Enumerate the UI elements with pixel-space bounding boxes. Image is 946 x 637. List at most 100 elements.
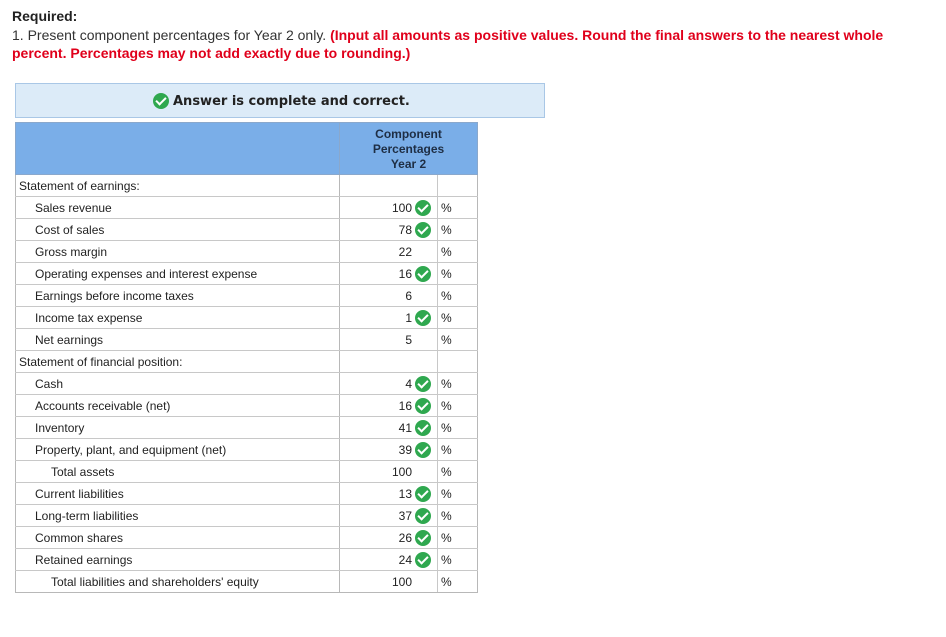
percent-sign: % [437, 438, 478, 461]
value-wrap: 100 [392, 574, 431, 590]
check-circle-icon [415, 419, 431, 436]
percentage-value: 16 [398, 398, 412, 413]
percent-sign: % [437, 218, 478, 241]
table-header-row: Component Percentages Year 2 [15, 122, 478, 175]
percent-sign: % [437, 460, 478, 483]
row-label: Income tax expense [15, 306, 340, 329]
percentage-value: 16 [398, 266, 412, 281]
percent-sign: % [437, 504, 478, 527]
check-circle-icon [415, 375, 431, 392]
column-header-line: Percentages [372, 142, 445, 156]
table-row: Operating expenses and interest expense 1… [15, 262, 478, 285]
value-wrap: 37 [398, 507, 431, 524]
table-row: Retained earnings 24% [15, 548, 478, 571]
percentage-value: 5 [405, 332, 412, 347]
percentage-value: 78 [398, 222, 412, 237]
percentage-value: 100 [391, 464, 412, 479]
percentage-input[interactable]: 16 [339, 394, 438, 417]
percentage-input[interactable]: 100 [339, 460, 438, 483]
value-wrap: 6 [405, 288, 431, 304]
percentage-input[interactable]: 6 [339, 284, 438, 307]
percentage-input[interactable]: 4 [339, 372, 438, 395]
table-row: Inventory 41% [15, 416, 478, 439]
row-label: Inventory [15, 416, 340, 439]
no-check-spacer [415, 244, 431, 260]
value-wrap: 13 [399, 485, 431, 502]
percentage-input[interactable]: 16 [339, 262, 438, 285]
percent-sign: % [437, 240, 478, 263]
value-wrap: 24 [398, 551, 431, 568]
percent-sign: % [437, 328, 478, 351]
row-label: Statement of financial position: [15, 350, 340, 373]
percentage-value: 4 [405, 376, 412, 391]
check-circle-icon [415, 529, 431, 546]
check-circle-icon [415, 265, 431, 282]
percentage-value: 100 [391, 200, 412, 215]
required-heading: Required: [12, 8, 78, 24]
percentage-value: 41 [398, 420, 412, 435]
answer-status-text: Answer is complete and correct. [173, 93, 410, 109]
table-row: Common shares 26% [15, 526, 478, 549]
empty-cell [339, 350, 438, 373]
column-header-year-2: Component Percentages Year 2 [339, 122, 478, 175]
percentage-input[interactable]: 39 [339, 438, 438, 461]
percentage-input[interactable]: 100 [339, 570, 438, 593]
row-label: Common shares [15, 526, 340, 549]
row-label: Accounts receivable (net) [15, 394, 340, 417]
no-check-spacer [415, 288, 431, 304]
table-row: Statement of earnings: [15, 174, 478, 197]
table-row: Earnings before income taxes 6% [15, 284, 478, 307]
percentage-input[interactable]: 41 [339, 416, 438, 439]
percent-sign: % [437, 570, 478, 593]
row-label: Total liabilities and shareholders' equi… [15, 570, 340, 593]
percentage-input[interactable]: 26 [339, 526, 438, 549]
percentage-input[interactable]: 37 [339, 504, 438, 527]
percentage-input[interactable]: 22 [339, 240, 438, 263]
check-circle-icon [415, 507, 431, 524]
row-label: Earnings before income taxes [15, 284, 340, 307]
table-row: Statement of financial position: [15, 350, 478, 373]
percentage-value: 37 [398, 508, 412, 523]
percentage-input[interactable]: 78 [339, 218, 438, 241]
percentage-input[interactable]: 24 [339, 548, 438, 571]
percent-sign: % [437, 416, 478, 439]
percent-sign: % [437, 482, 478, 505]
check-circle-icon [153, 93, 169, 109]
percent-sign: % [437, 306, 478, 329]
instruction-note: (Input all amounts as positive values. R… [12, 27, 884, 61]
table-row: Sales revenue 100% [15, 196, 478, 219]
value-wrap: 26 [398, 529, 431, 546]
percent-sign: % [437, 284, 478, 307]
percentage-value: 26 [398, 530, 412, 545]
table-row: Income tax expense 1% [15, 306, 478, 329]
empty-cell [339, 174, 438, 197]
percentage-value: 1 [405, 310, 412, 325]
table-row: Current liabilities 13% [15, 482, 478, 505]
check-circle-icon [415, 397, 431, 414]
row-label: Cost of sales [15, 218, 340, 241]
instruction-text: 1. Present component percentages for Yea… [12, 26, 937, 62]
row-label: Current liabilities [15, 482, 340, 505]
value-wrap: 78 [398, 221, 431, 238]
percentage-input[interactable]: 1 [339, 306, 438, 329]
header-blank-cell [15, 122, 340, 175]
value-wrap: 39 [398, 441, 431, 458]
check-circle-icon [415, 441, 431, 458]
table-row: Net earnings 5% [15, 328, 478, 351]
percentage-input[interactable]: 13 [339, 482, 438, 505]
percent-sign: % [437, 394, 478, 417]
percentage-value: 39 [398, 442, 412, 457]
percentage-value: 22 [398, 244, 412, 259]
no-check-spacer [415, 332, 431, 348]
percentage-input[interactable]: 100 [339, 196, 438, 219]
percentage-value: 6 [405, 288, 412, 303]
empty-cell [437, 174, 478, 197]
value-wrap: 16 [398, 397, 431, 414]
value-wrap: 100 [391, 199, 431, 216]
table-row: Total liabilities and shareholders' equi… [15, 570, 478, 593]
value-wrap: 41 [398, 419, 431, 436]
row-label: Net earnings [15, 328, 340, 351]
percentage-value: 24 [398, 552, 412, 567]
percentage-input[interactable]: 5 [339, 328, 438, 351]
percent-sign: % [437, 548, 478, 571]
